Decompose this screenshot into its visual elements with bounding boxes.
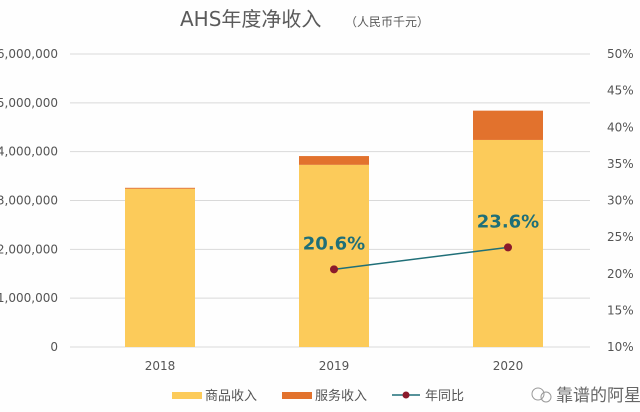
bar-2018 (125, 187, 195, 189)
y2-tick-label: 40% (607, 120, 634, 134)
y-tick-label: 6,000,000 (0, 47, 58, 61)
bar-2019 (299, 156, 369, 165)
y-tick-label: 1,000,000 (0, 291, 58, 305)
data-label: 20.6% (303, 233, 365, 254)
yoy-line (333, 246, 509, 271)
x-tick-label: 2018 (145, 359, 176, 373)
legend-label: 商品收入 (205, 389, 257, 404)
bar-2019 (299, 164, 369, 347)
yoy-point (504, 243, 512, 252)
y2-tick-label: 50% (607, 47, 634, 61)
legend-label: 服务收入 (315, 388, 367, 404)
legend-swatch (172, 392, 202, 399)
data-label: 23.6% (477, 211, 539, 232)
y2-tick-label: 30% (607, 194, 634, 208)
yoy-point (330, 265, 338, 274)
y2-tick-label: 25% (607, 230, 634, 244)
y2-tick-label: 45% (607, 84, 634, 98)
legend-swatch (282, 392, 312, 399)
y-tick-label: 4,000,000 (0, 145, 58, 159)
y2-tick-label: 15% (607, 303, 634, 317)
watermark: 靠谱的阿星 (531, 386, 640, 406)
bar-2020 (473, 110, 543, 140)
bar-2018 (125, 188, 195, 347)
y-tick-label: 2,000,000 (0, 242, 58, 256)
y-tick-label: 5,000,000 (0, 96, 58, 110)
x-tick-label: 2020 (493, 359, 524, 373)
y2-tick-label: 20% (607, 267, 634, 281)
x-tick-label: 2019 (319, 359, 350, 373)
legend-marker (402, 391, 410, 399)
chart-title: AHS年度净收入 (180, 7, 321, 31)
y-tick-label: 0 (50, 340, 58, 354)
chart-subtitle: （人民币千元） (345, 15, 429, 29)
wechat-icon (531, 387, 552, 403)
y2-tick-label: 35% (607, 157, 634, 171)
watermark-text: 靠谱的阿星 (556, 386, 640, 406)
y2-tick-label: 10% (607, 340, 634, 354)
legend-label: 年同比 (425, 389, 464, 404)
y-tick-label: 3,000,000 (0, 194, 58, 208)
